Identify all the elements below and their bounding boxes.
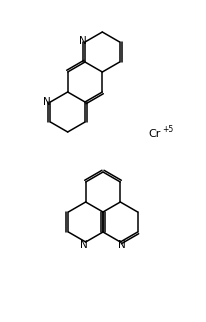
Text: N: N bbox=[79, 36, 87, 46]
Text: N: N bbox=[43, 97, 51, 107]
Text: Cr: Cr bbox=[147, 129, 160, 139]
Text: N: N bbox=[80, 240, 87, 250]
Text: +5: +5 bbox=[161, 125, 172, 134]
Text: N: N bbox=[118, 240, 126, 250]
